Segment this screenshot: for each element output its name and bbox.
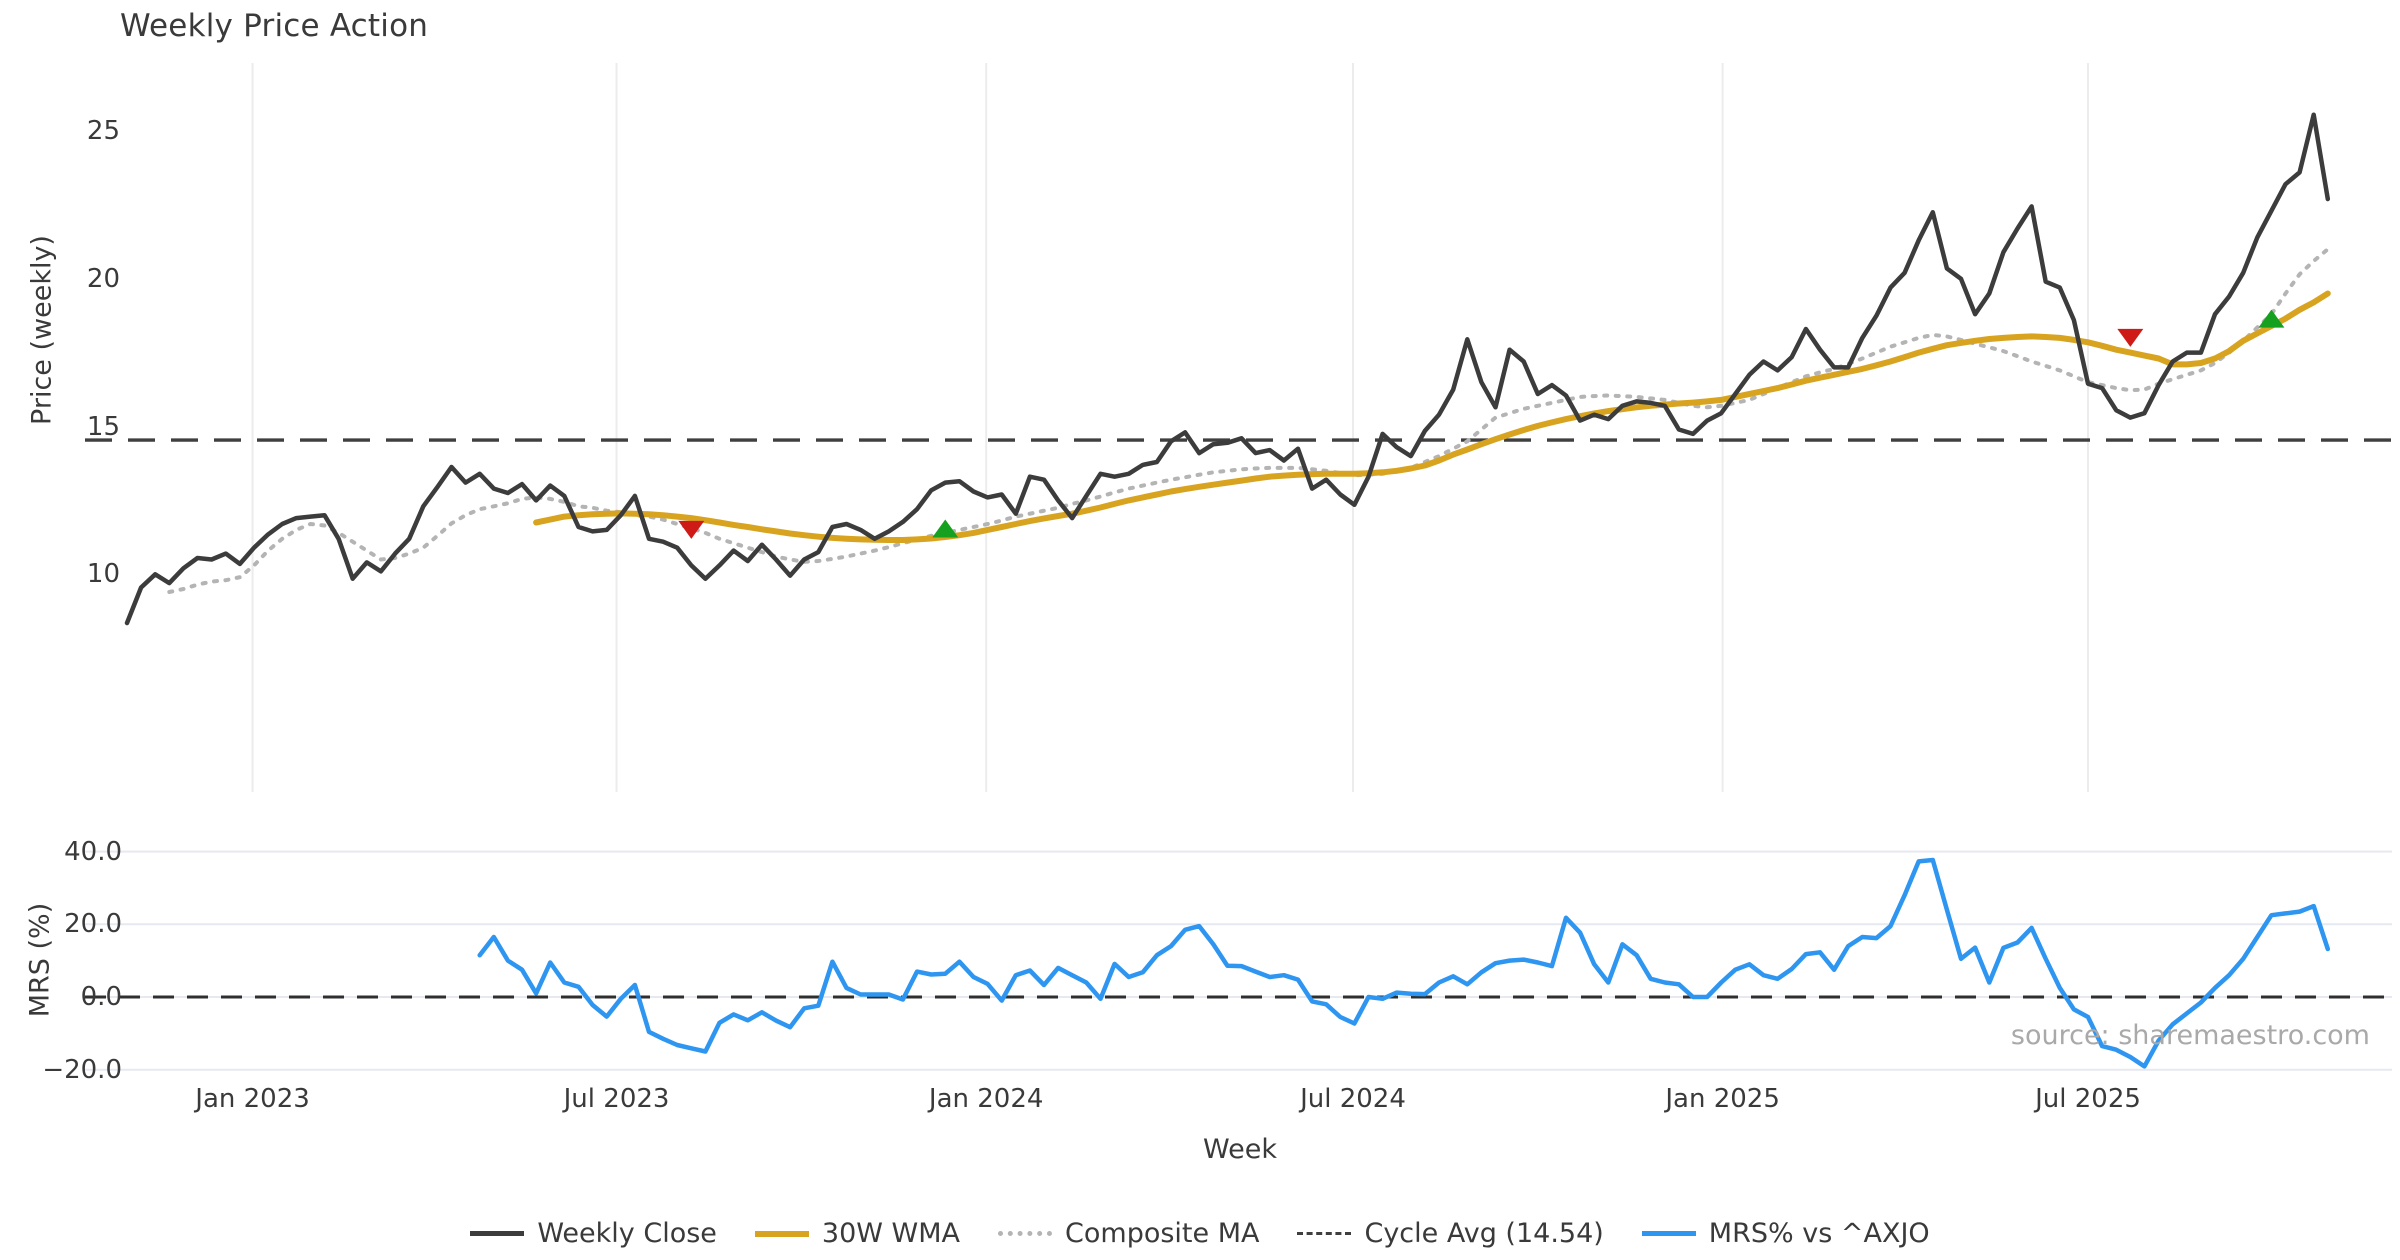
legend-item: Cycle Avg (14.54)	[1297, 1218, 1604, 1249]
mrs-tick-label: −20.0	[42, 1054, 122, 1085]
chart-title: Weekly Price Action	[120, 8, 429, 44]
close-legend-swatch-icon	[470, 1231, 525, 1236]
mrs-tick-label: 20.0	[64, 909, 122, 940]
legend-item: 30W WMA	[754, 1218, 961, 1249]
buy-signal-marker	[932, 519, 959, 538]
legend-item-label: Composite MA	[1065, 1218, 1260, 1249]
price-tick-label: 25	[86, 116, 120, 146]
source-note: source: sharemaestro.com	[2010, 1020, 2370, 1051]
legend-item-label: 30W WMA	[821, 1218, 961, 1249]
composite-legend-swatch-icon	[998, 1231, 1053, 1236]
wma-legend-swatch-icon	[754, 1230, 809, 1237]
x-tick-label: Jul 2025	[2035, 1084, 2141, 1114]
sell-signal-marker	[2117, 328, 2144, 347]
x-tick-label: Jan 2024	[928, 1084, 1044, 1114]
x-axis-label: Week	[1203, 1134, 1277, 1165]
x-tick-label: Jan 2023	[195, 1084, 310, 1114]
mrs-tick-label: 0.0	[80, 982, 122, 1012]
legend-item-label: Weekly Close	[537, 1218, 717, 1249]
price-tick-label: 15	[86, 411, 120, 442]
legend-item-label: Cycle Avg (14.54)	[1364, 1218, 1604, 1249]
x-tick-label: Jan 2025	[1665, 1084, 1780, 1114]
mrs-tick-label: 40.0	[64, 836, 122, 867]
price-tick-label: 20	[86, 263, 120, 294]
price-tick-label: 10	[86, 559, 120, 590]
chart-legend: Weekly Close 30W WMA Composite MA Cycle Avg…	[0, 1218, 2400, 1249]
wma-line	[533, 290, 2331, 543]
x-tick-label: Jul 2023	[563, 1084, 670, 1114]
weekly-close-line	[124, 112, 2331, 626]
legend-item-label: MRS% vs ^AXJO	[1708, 1218, 1930, 1249]
legend-item: MRS% vs ^AXJO	[1641, 1218, 1930, 1249]
sell-signal-marker	[678, 520, 705, 539]
buy-signal-marker	[2258, 309, 2285, 328]
legend-item: Composite MA	[998, 1218, 1259, 1249]
mrs-legend-swatch-icon	[1641, 1231, 1696, 1236]
composite-ma-line	[167, 247, 2330, 594]
mrs-line	[477, 857, 2331, 1069]
cycle-legend-swatch-icon	[1297, 1232, 1352, 1235]
x-tick-label: Jul 2024	[1300, 1084, 1406, 1114]
legend-item: Weekly Close	[470, 1218, 717, 1249]
